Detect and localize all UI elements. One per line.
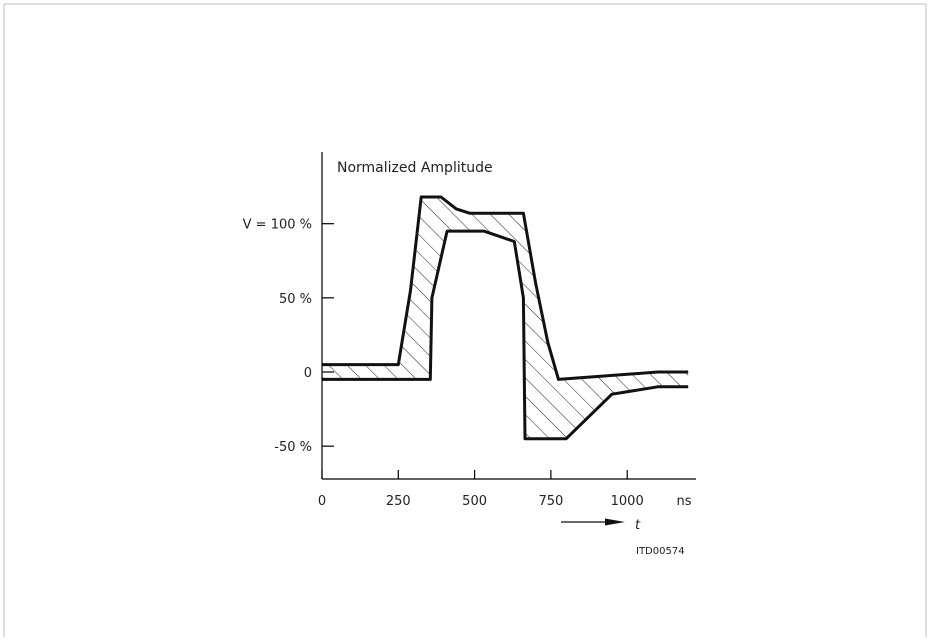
x-tick-label: 250: [386, 494, 411, 509]
chart-title: Normalized Amplitude: [337, 160, 493, 176]
y-tick-label: 50 %: [279, 292, 312, 307]
x-tick-label: 0: [318, 494, 326, 509]
x-variable-label: t: [635, 518, 641, 533]
x-tick-label: 500: [462, 494, 487, 509]
x-tick-label: 1000: [611, 494, 644, 509]
y-tick-label: -50 %: [274, 440, 312, 455]
y-tick-label: V = 100 %: [243, 218, 312, 233]
time-arrow: [561, 518, 625, 526]
upper-envelope: [322, 195, 689, 381]
lower-envelope: [322, 229, 689, 441]
x-ticks: 0 250 500 750 1000: [318, 470, 644, 509]
y-tick-label: 0: [304, 366, 312, 381]
y-ticks: V = 100 % 50 % 0 -50 %: [243, 218, 334, 455]
x-tick-label: 750: [538, 494, 563, 509]
figure-code: ITD00574: [636, 546, 685, 557]
x-unit-label: ns: [676, 494, 691, 509]
tolerance-band: [322, 197, 689, 439]
